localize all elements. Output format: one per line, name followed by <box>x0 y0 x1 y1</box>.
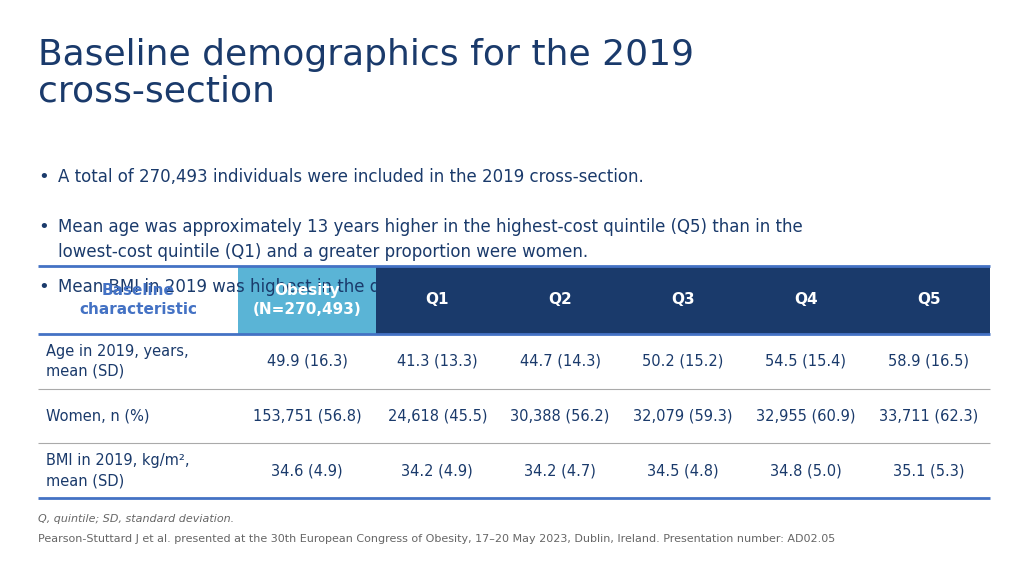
Text: 58.9 (16.5): 58.9 (16.5) <box>888 354 969 369</box>
Text: Age in 2019, years,
mean (SD): Age in 2019, years, mean (SD) <box>46 344 188 379</box>
FancyBboxPatch shape <box>238 266 376 334</box>
Text: Baseline demographics for the 2019: Baseline demographics for the 2019 <box>38 38 694 72</box>
Text: 34.6 (4.9): 34.6 (4.9) <box>271 463 343 478</box>
Text: 49.9 (16.3): 49.9 (16.3) <box>266 354 347 369</box>
Text: Q2: Q2 <box>548 293 572 308</box>
Text: 35.1 (5.3): 35.1 (5.3) <box>893 463 965 478</box>
FancyBboxPatch shape <box>499 266 622 334</box>
Text: Pearson-Stuttard J et al. presented at the 30th European Congress of Obesity, 17: Pearson-Stuttard J et al. presented at t… <box>38 534 836 544</box>
Text: 34.2 (4.9): 34.2 (4.9) <box>401 463 473 478</box>
Text: 153,751 (56.8): 153,751 (56.8) <box>253 408 361 423</box>
FancyBboxPatch shape <box>744 266 867 334</box>
Text: 34.5 (4.8): 34.5 (4.8) <box>647 463 719 478</box>
Text: 34.2 (4.7): 34.2 (4.7) <box>524 463 596 478</box>
Text: BMI in 2019, kg/m²,
mean (SD): BMI in 2019, kg/m², mean (SD) <box>46 453 189 488</box>
Text: 24,618 (45.5): 24,618 (45.5) <box>388 408 487 423</box>
Text: Q3: Q3 <box>671 293 695 308</box>
FancyBboxPatch shape <box>38 334 990 389</box>
Text: 30,388 (56.2): 30,388 (56.2) <box>511 408 610 423</box>
Text: •: • <box>38 168 49 186</box>
Text: Mean BMI in 2019 was highest in the quintiles with the highest costs.: Mean BMI in 2019 was highest in the quin… <box>58 278 634 296</box>
Text: 54.5 (15.4): 54.5 (15.4) <box>765 354 846 369</box>
Text: 33,711 (62.3): 33,711 (62.3) <box>879 408 978 423</box>
Text: Obesity
(N=270,493): Obesity (N=270,493) <box>253 283 361 317</box>
Text: 44.7 (14.3): 44.7 (14.3) <box>519 354 601 369</box>
Text: 32,079 (59.3): 32,079 (59.3) <box>633 408 733 423</box>
FancyBboxPatch shape <box>622 266 744 334</box>
Text: Q, quintile; SD, standard deviation.: Q, quintile; SD, standard deviation. <box>38 514 234 524</box>
Text: cross-section: cross-section <box>38 74 275 108</box>
Text: 41.3 (13.3): 41.3 (13.3) <box>397 354 477 369</box>
Text: Q4: Q4 <box>794 293 817 308</box>
Text: Women, n (%): Women, n (%) <box>46 408 150 423</box>
Text: 34.8 (5.0): 34.8 (5.0) <box>770 463 842 478</box>
FancyBboxPatch shape <box>38 389 990 444</box>
FancyBboxPatch shape <box>376 266 499 334</box>
Text: Baseline
characteristic: Baseline characteristic <box>79 283 197 317</box>
Text: A total of 270,493 individuals were included in the 2019 cross-section.: A total of 270,493 individuals were incl… <box>58 168 644 186</box>
Text: Mean age was approximately 13 years higher in the highest-cost quintile (Q5) tha: Mean age was approximately 13 years high… <box>58 218 803 261</box>
Text: 50.2 (15.2): 50.2 (15.2) <box>642 354 724 369</box>
Text: •: • <box>38 218 49 236</box>
FancyBboxPatch shape <box>867 266 990 334</box>
Text: 32,955 (60.9): 32,955 (60.9) <box>756 408 855 423</box>
FancyBboxPatch shape <box>38 266 238 334</box>
Text: •: • <box>38 278 49 296</box>
FancyBboxPatch shape <box>38 444 990 498</box>
Text: Q5: Q5 <box>916 293 940 308</box>
Text: Q1: Q1 <box>426 293 450 308</box>
